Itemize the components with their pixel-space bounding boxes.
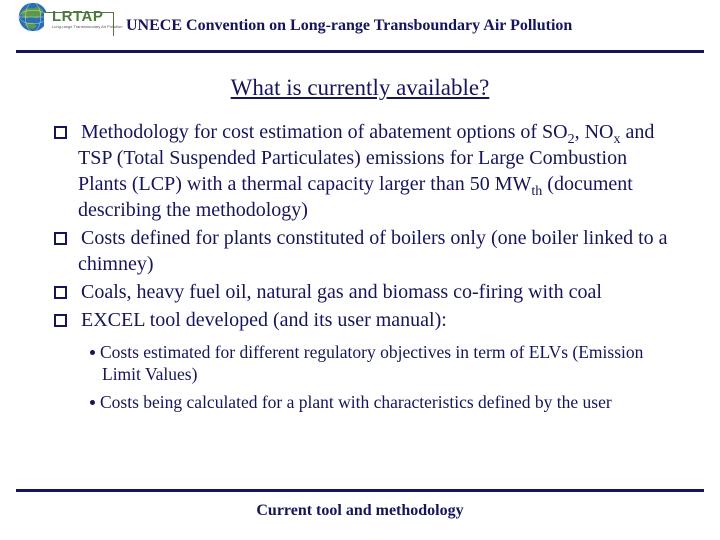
b1-text-b: , NO: [575, 121, 614, 143]
header-title: UNECE Convention on Long-range Transboun…: [126, 17, 572, 35]
bullet-1: Methodology for cost estimation of abate…: [54, 119, 672, 223]
b2-text: Costs defined for plants constituted of …: [76, 227, 668, 275]
checkbox-icon: [54, 314, 67, 327]
bullet-dot-icon: [90, 400, 95, 405]
footer-text: Current tool and methodology: [0, 502, 720, 520]
sub-bullet-2: Costs being calculated for a plant with …: [90, 391, 672, 413]
checkbox-icon: [54, 232, 67, 245]
lrtap-logo: LRTAP Long-range Transboundary Air Pollu…: [14, 8, 114, 44]
footer-divider: [16, 489, 704, 492]
checkbox-icon: [54, 126, 67, 139]
bullet-2: Costs defined for plants constituted of …: [54, 225, 672, 277]
header: LRTAP Long-range Transboundary Air Pollu…: [0, 0, 720, 50]
slide-title: What is currently available?: [0, 75, 720, 101]
sub-bullet-1: Costs estimated for different regulatory…: [90, 341, 672, 386]
bullet-4: EXCEL tool developed (and its user manua…: [54, 307, 672, 333]
logo-brand-text: LRTAP: [52, 8, 103, 25]
bullet-dot-icon: [90, 350, 95, 355]
content-area: Methodology for cost estimation of abate…: [0, 119, 720, 413]
b1-text-a: Methodology for cost estimation of abate…: [76, 121, 568, 143]
sub-bullet-list: Costs estimated for different regulatory…: [54, 335, 672, 413]
s1-text: Costs estimated for different regulatory…: [100, 342, 643, 384]
checkbox-icon: [54, 286, 67, 299]
logo-subtext: Long-range Transboundary Air Pollution: [52, 24, 123, 29]
b3-text: Coals, heavy fuel oil, natural gas and b…: [76, 281, 602, 303]
s2-text: Costs being calculated for a plant with …: [100, 392, 612, 412]
bullet-3: Coals, heavy fuel oil, natural gas and b…: [54, 279, 672, 305]
header-divider: [16, 50, 704, 53]
b4-text: EXCEL tool developed (and its user manua…: [76, 309, 447, 331]
